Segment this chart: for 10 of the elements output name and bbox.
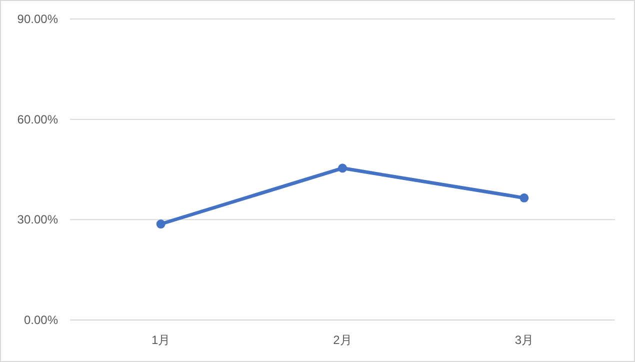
y-tick-label: 90.00%: [17, 12, 58, 26]
point: [520, 193, 529, 202]
point: [338, 164, 347, 173]
x-tick-label: 3月: [514, 333, 534, 347]
y-tick-label: 60.00%: [17, 112, 58, 126]
point: [156, 220, 166, 229]
x-tick-label: 2月: [333, 333, 352, 347]
y-tick-label: 30.00%: [17, 212, 58, 227]
x-tick-label: 1月: [151, 333, 170, 347]
y-tick-label: 0.00%: [24, 313, 58, 327]
